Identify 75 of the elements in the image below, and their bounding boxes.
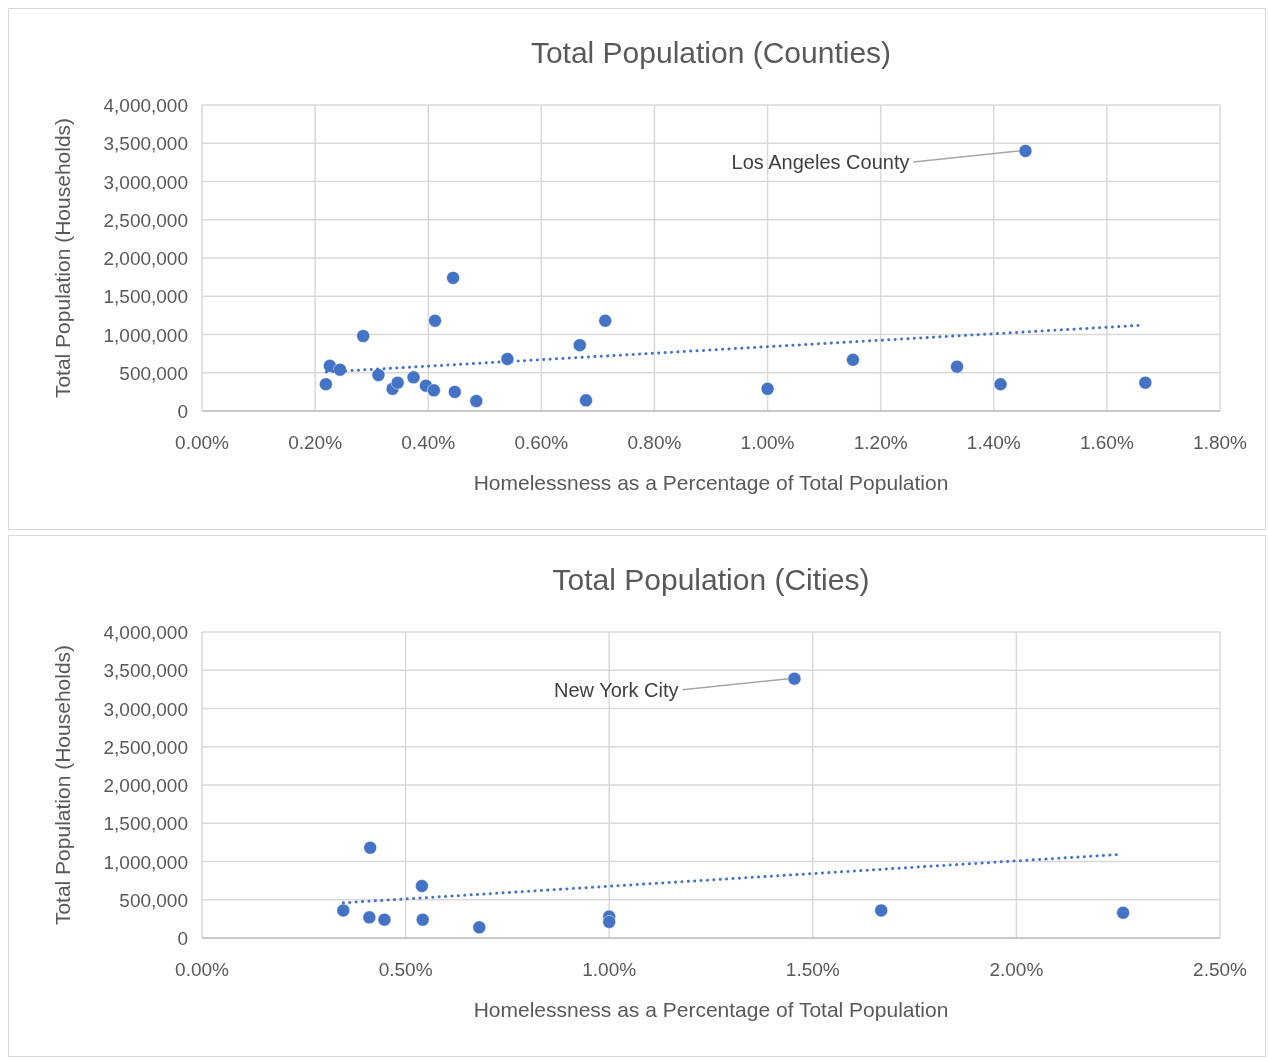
point xyxy=(333,362,347,377)
point xyxy=(1116,906,1130,920)
y-tick-label: 2,500,000 xyxy=(103,736,188,758)
point xyxy=(428,313,442,328)
x-tick-label: 0.40% xyxy=(401,432,456,453)
x-axis-title: Homelessness as a Percentage of Total Population xyxy=(473,998,949,1021)
y-tick-label: 2,000,000 xyxy=(103,775,188,796)
point xyxy=(760,382,775,396)
point xyxy=(362,910,377,925)
y-tick-label: 0 xyxy=(177,401,188,422)
point xyxy=(319,377,333,391)
point xyxy=(371,368,386,382)
point xyxy=(390,375,405,390)
point xyxy=(415,912,430,927)
y-tick-label: 1,000,000 xyxy=(103,324,188,346)
y-axis-title: Total Population (Households) xyxy=(51,644,74,926)
y-tick-label: 3,500,000 xyxy=(103,660,188,682)
y-tick-label: 1,000,000 xyxy=(103,851,188,873)
x-tick-label: 1.20% xyxy=(853,432,908,453)
y-tick-label: 3,500,000 xyxy=(103,133,188,155)
y-tick-label: 2,000,000 xyxy=(103,248,188,269)
point xyxy=(1138,375,1153,390)
point xyxy=(415,879,429,893)
x-tick-label: 0.00% xyxy=(175,432,230,453)
point xyxy=(377,912,392,927)
x-tick-label: 1.00% xyxy=(582,959,637,980)
point xyxy=(579,393,593,408)
y-tick-label: 2,500,000 xyxy=(103,209,188,231)
chart-title: Total Population (Counties) xyxy=(530,36,892,69)
point xyxy=(598,313,612,328)
point xyxy=(602,915,616,929)
point xyxy=(573,338,587,352)
point xyxy=(356,329,370,343)
y-tick-label: 3,000,000 xyxy=(103,171,188,193)
point xyxy=(363,840,377,855)
point xyxy=(1018,144,1033,158)
point xyxy=(448,385,462,399)
x-tick-label: 2.00% xyxy=(989,959,1044,980)
point xyxy=(427,383,441,398)
y-tick-label: 0 xyxy=(177,928,188,949)
x-tick-label: 1.80% xyxy=(1193,432,1248,453)
x-tick-label: 1.60% xyxy=(1079,432,1134,453)
y-tick-label: 4,000,000 xyxy=(103,622,188,643)
x-axis-title: Homelessness as a Percentage of Total Population xyxy=(473,471,949,494)
point xyxy=(323,359,337,373)
x-tick-label: 2.50% xyxy=(1193,959,1248,980)
point xyxy=(500,352,515,366)
y-tick-label: 1,500,000 xyxy=(103,286,188,308)
x-tick-label: 1.00% xyxy=(740,432,795,453)
point xyxy=(406,370,421,385)
y-tick-label: 1,500,000 xyxy=(103,813,188,835)
point xyxy=(993,377,1008,391)
point xyxy=(846,353,860,367)
x-tick-label: 0.20% xyxy=(288,432,343,453)
chart-title: Total Population (Cities) xyxy=(552,563,870,596)
x-tick-label: 0.00% xyxy=(175,959,230,980)
y-tick-label: 4,000,000 xyxy=(103,95,188,116)
y-tick-label: 500,000 xyxy=(119,362,188,384)
x-tick-label: 0.80% xyxy=(627,432,682,453)
annotation: New York City xyxy=(553,678,679,701)
annotation: Los Angeles County xyxy=(731,150,910,173)
point xyxy=(472,920,487,935)
x-tick-label: 0.50% xyxy=(378,959,433,980)
x-tick-label: 0.60% xyxy=(514,432,569,453)
y-axis-title: Total Population (Households) xyxy=(51,117,74,399)
point xyxy=(787,671,802,686)
point xyxy=(874,903,888,918)
point xyxy=(336,903,351,918)
y-tick-label: 3,000,000 xyxy=(103,698,188,720)
y-tick-label: 500,000 xyxy=(119,889,188,911)
point xyxy=(469,394,484,408)
x-tick-label: 1.50% xyxy=(785,959,840,980)
point xyxy=(446,271,460,285)
x-tick-label: 1.40% xyxy=(966,432,1021,453)
point xyxy=(950,359,964,374)
